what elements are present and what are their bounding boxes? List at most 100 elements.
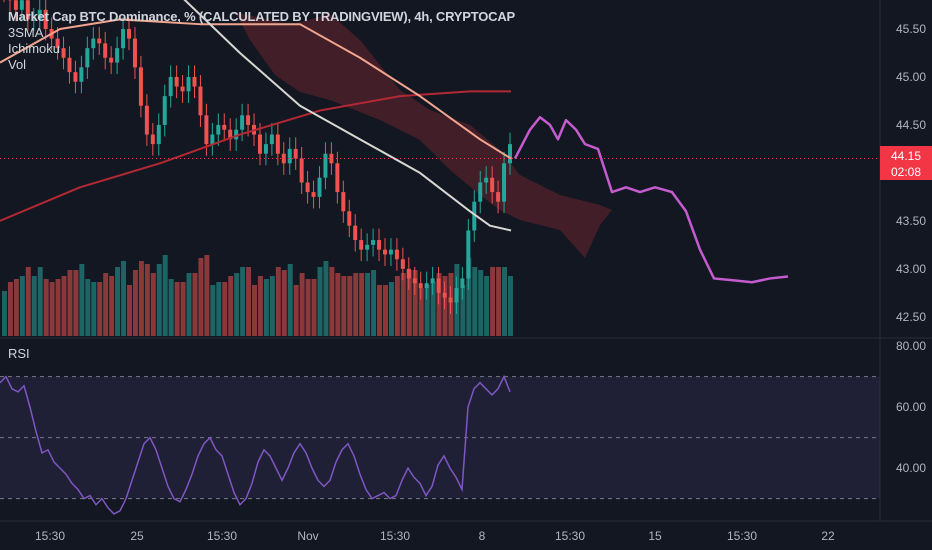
- volume-bar: [430, 282, 436, 336]
- candle-body: [73, 72, 78, 82]
- price-axis-label: 43.00: [896, 262, 926, 276]
- candle-body: [502, 163, 507, 202]
- rsi-pane-label[interactable]: RSI: [8, 346, 30, 361]
- time-axis-label: 15:30: [380, 529, 410, 543]
- candle-body: [311, 192, 316, 197]
- volume-bar: [311, 279, 317, 336]
- rsi-axis-label: 80.00: [896, 339, 926, 353]
- volume-bar: [132, 270, 138, 336]
- candle-body: [382, 249, 387, 255]
- candle-body: [168, 76, 173, 97]
- rsi-axis-label: 40.00: [896, 461, 926, 475]
- bar-countdown: 02:08: [890, 165, 922, 179]
- candle-body: [174, 76, 179, 87]
- volume-bar: [412, 270, 418, 336]
- candle-body: [25, 0, 30, 20]
- candle-body: [394, 249, 399, 260]
- volume-bar: [25, 267, 31, 336]
- candle-body: [317, 177, 322, 197]
- time-axis-label: 15:30: [207, 529, 237, 543]
- candle-body: [156, 124, 161, 145]
- candle-body: [400, 259, 405, 269]
- candle-body: [13, 0, 18, 10]
- volume-bar: [192, 273, 198, 336]
- volume-bar: [359, 273, 365, 336]
- candle-body: [210, 134, 215, 145]
- volume-bar: [418, 288, 424, 336]
- candle-body: [198, 86, 203, 116]
- volume-bar: [168, 279, 174, 336]
- volume-bar: [127, 285, 132, 336]
- candle-body: [275, 134, 280, 154]
- volume-bar: [246, 267, 252, 336]
- volume-bar: [305, 279, 311, 336]
- volume-bar: [388, 282, 394, 336]
- symbol-title[interactable]: Market Cap BTC Dominance, % (CALCULATED …: [8, 9, 516, 24]
- volume-bar: [210, 285, 216, 336]
- sma-mid-line: [183, 0, 512, 232]
- candle-body: [490, 177, 495, 193]
- candle-body: [269, 134, 274, 145]
- volume-bar: [2, 291, 7, 336]
- time-axis-label: 15: [648, 529, 662, 543]
- candle-body: [478, 182, 483, 202]
- time-axis-label: 8: [479, 529, 486, 543]
- volume-bar: [287, 264, 293, 336]
- volume-bar: [103, 273, 109, 336]
- volume-bar: [31, 276, 37, 336]
- volume-bar: [91, 282, 97, 336]
- candle-body: [186, 76, 191, 92]
- candle-body: [430, 278, 435, 284]
- volume-bar: [317, 267, 323, 336]
- candle-body: [240, 115, 245, 130]
- volume-bar: [382, 285, 388, 336]
- volume-bar: [460, 285, 466, 336]
- candle-body: [150, 134, 155, 145]
- candle-body: [61, 48, 66, 58]
- volume-bar: [43, 279, 49, 336]
- time-axis-label: 15:30: [555, 529, 585, 543]
- volume-bar: [19, 276, 25, 336]
- candle-body: [347, 211, 352, 226]
- candle-body: [121, 28, 126, 49]
- volume-bar: [156, 264, 162, 336]
- volume-bar: [55, 279, 61, 336]
- indicator-ichimoku[interactable]: Ichimoku: [8, 41, 61, 56]
- volume-bar: [293, 285, 299, 336]
- candle-body: [162, 96, 167, 125]
- candle-body: [418, 283, 423, 289]
- candle-body: [353, 225, 358, 241]
- candle-body: [127, 28, 132, 39]
- volume-bar: [240, 267, 246, 336]
- volume-bar: [365, 273, 371, 336]
- candle-body: [442, 292, 447, 298]
- volume-bar: [424, 285, 430, 336]
- last-price-tag: 44.15 02:08: [880, 146, 932, 180]
- indicator-vol[interactable]: Vol: [8, 57, 27, 72]
- volume-bar: [252, 285, 257, 336]
- volume-bar: [496, 267, 502, 336]
- candle-body: [454, 288, 459, 303]
- volume-bar: [216, 282, 222, 336]
- candle-body: [496, 192, 501, 202]
- candle-body: [55, 38, 60, 49]
- candle-body: [508, 144, 512, 164]
- volume-bar: [299, 273, 305, 336]
- candle-body: [412, 278, 417, 284]
- volume-bar: [394, 276, 400, 336]
- candle-body: [371, 240, 376, 245]
- candle-body: [19, 0, 24, 10]
- candle-body: [216, 124, 221, 135]
- candle-body: [79, 67, 84, 82]
- candle-body: [138, 67, 143, 106]
- volume-bar: [472, 267, 478, 336]
- indicator-3sma[interactable]: 3SMA: [8, 25, 44, 40]
- volume-bar: [341, 276, 347, 336]
- volume-bar: [436, 273, 442, 336]
- volume-bar: [13, 279, 19, 336]
- candle-body: [192, 76, 197, 87]
- candle-body: [329, 153, 334, 164]
- volume-bar: [138, 261, 144, 336]
- chart-legend: Market Cap BTC Dominance, % (CALCULATED …: [8, 9, 515, 73]
